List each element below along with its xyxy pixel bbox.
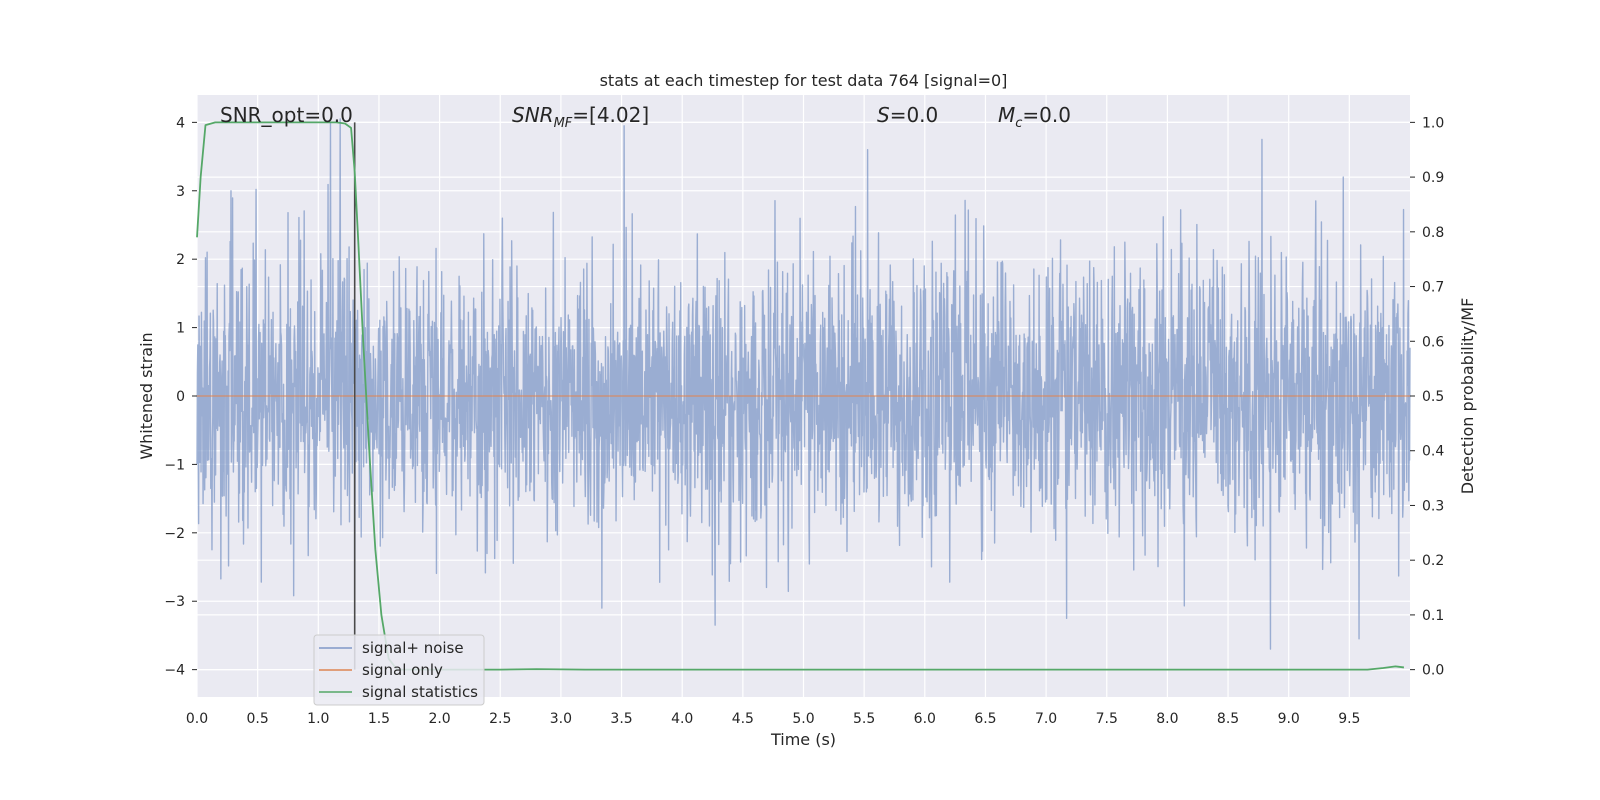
x-tick-label: 4.0: [671, 711, 693, 727]
y-tick-label: −1: [164, 457, 185, 473]
x-tick-label: 2.0: [428, 711, 450, 727]
x-axis-label: Time (s): [770, 730, 836, 749]
x-tick-label: 7.5: [1096, 711, 1118, 727]
legend-label-signal-statistics: signal statistics: [362, 683, 478, 701]
snr-opt-annotation: SNR_opt=0.0: [220, 103, 353, 127]
series-signal-noise: [196, 118, 1411, 650]
y-tick-label: 3: [176, 184, 185, 200]
y-axis-label: Whitened strain: [137, 332, 156, 459]
s-annotation: S=0.0: [877, 103, 938, 127]
x-tick-label: 8.0: [1156, 711, 1178, 727]
legend-label-signal-only: signal only: [362, 661, 443, 679]
snr-mf-symbol: SNR: [512, 103, 554, 127]
mc-annotation: Mc=0.0: [998, 103, 1071, 131]
y-tick-label: −2: [164, 526, 185, 542]
x-tick-label: 2.5: [489, 711, 511, 727]
y-right-axis-label: Detection probability/MF: [1458, 298, 1477, 495]
snr-mf-subscript: MF: [554, 116, 573, 131]
x-tick-label: 9.5: [1338, 711, 1360, 727]
snr-mf-value: =[4.02]: [572, 103, 649, 127]
y-tick-label: 1: [176, 321, 185, 337]
y-right-tick-label: 0.1: [1422, 608, 1444, 624]
legend: signal+ noise signal only signal statist…: [313, 634, 485, 706]
mc-symbol: M: [998, 103, 1015, 127]
y-right-tick-label: 1.0: [1422, 115, 1444, 131]
x-tick-label: 5.5: [853, 711, 875, 727]
y-tick-label: 2: [176, 252, 185, 268]
s-symbol: S: [877, 103, 890, 127]
x-tick-label: 7.0: [1035, 711, 1057, 727]
x-tick-label: 0.5: [247, 711, 269, 727]
y-right-tick-label: 0.6: [1422, 334, 1444, 350]
mc-value: =0.0: [1022, 103, 1071, 127]
y-right-tick-label: 0.8: [1422, 225, 1444, 241]
y-right-tick-label: 0.4: [1422, 444, 1444, 460]
x-tick-label: 6.5: [974, 711, 996, 727]
y-right-tick-label: 0.3: [1422, 498, 1444, 514]
x-tick-label: 3.5: [610, 711, 632, 727]
x-tick-label: 4.5: [732, 711, 754, 727]
y-right-tick-label: 0.2: [1422, 553, 1444, 569]
y-right-tick-label: 0.0: [1422, 663, 1444, 679]
y-right-tick-label: 0.7: [1422, 280, 1444, 296]
mc-subscript: c: [1015, 116, 1022, 131]
x-tick-label: 9.0: [1278, 711, 1300, 727]
x-tick-label: 1.0: [307, 711, 329, 727]
y-tick-label: −4: [164, 663, 185, 679]
y-tick-label: 0: [176, 389, 185, 405]
noise-trace: [196, 118, 1411, 650]
legend-label-signal-noise: signal+ noise: [362, 639, 464, 657]
chart-title: stats at each timestep for test data 764…: [600, 71, 1008, 90]
x-tick-label: 3.0: [550, 711, 572, 727]
signal-statistics-trace: [196, 121, 1405, 671]
s-value: =0.0: [890, 103, 939, 127]
x-tick-label: 5.0: [792, 711, 814, 727]
y-right-tick-label: 0.9: [1422, 170, 1444, 186]
y-tick-label: 4: [176, 115, 185, 131]
snr-mf-annotation: SNRMF=[4.02]: [512, 103, 649, 131]
x-tick-label: 1.5: [368, 711, 390, 727]
x-tick-label: 6.0: [914, 711, 936, 727]
legend-box: [313, 634, 485, 706]
axis-ticks: 0.0 0.5 1.0 1.5 2.0 2.5 3.0 3.5 4.0 4.5 5.0 5.5 6.0 6…: [164, 115, 1444, 727]
y-tick-label: −3: [164, 594, 185, 610]
x-tick-label: 0.0: [186, 711, 208, 727]
y-right-tick-label: 0.5: [1422, 389, 1444, 405]
x-tick-label: 8.5: [1217, 711, 1239, 727]
series-signal-statistics: [196, 121, 1405, 671]
